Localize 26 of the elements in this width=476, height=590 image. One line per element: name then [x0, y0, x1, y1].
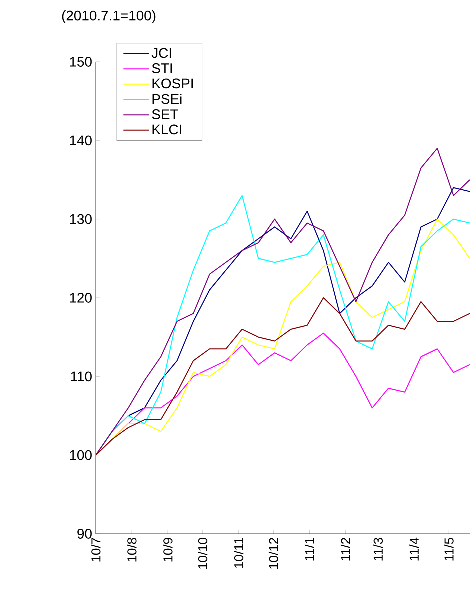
legend-label: SET	[152, 110, 178, 120]
y-tick-label: 120	[70, 293, 92, 303]
legend-label: KLCI	[152, 124, 182, 135]
y-tick-label: 90	[78, 529, 92, 539]
legend-label: PSEi	[152, 94, 182, 104]
x-tick-label: 10/11	[234, 538, 244, 568]
y-axis-title: (2010.7.1=100)	[62, 10, 156, 24]
x-tick-label: 10/8	[127, 538, 137, 562]
legend-label: KOSPI	[152, 78, 193, 89]
x-tick-label: 10/10	[198, 538, 208, 569]
x-tick-label: 10/9	[163, 538, 173, 562]
line-series	[96, 297, 470, 456]
y-tick-label: 140	[70, 136, 92, 146]
x-tick-label: 10/7	[91, 538, 101, 562]
x-tick-label: 11/3	[373, 538, 383, 561]
x-tick-label: 10/12	[268, 538, 278, 569]
x-tick-label: 11/4	[409, 538, 420, 561]
legend-label: JCI	[152, 48, 172, 58]
y-tick-label: 130	[70, 214, 92, 224]
x-tick-label: 11/1	[304, 538, 314, 561]
y-tick-label: 110	[71, 372, 92, 382]
y-tick-label: 100	[70, 450, 92, 460]
y-tick-label: 150	[70, 57, 92, 67]
x-tick-label: 11/5	[444, 538, 454, 561]
x-tick-label: 11/2	[340, 538, 350, 561]
legend-label: STI	[152, 64, 172, 74]
